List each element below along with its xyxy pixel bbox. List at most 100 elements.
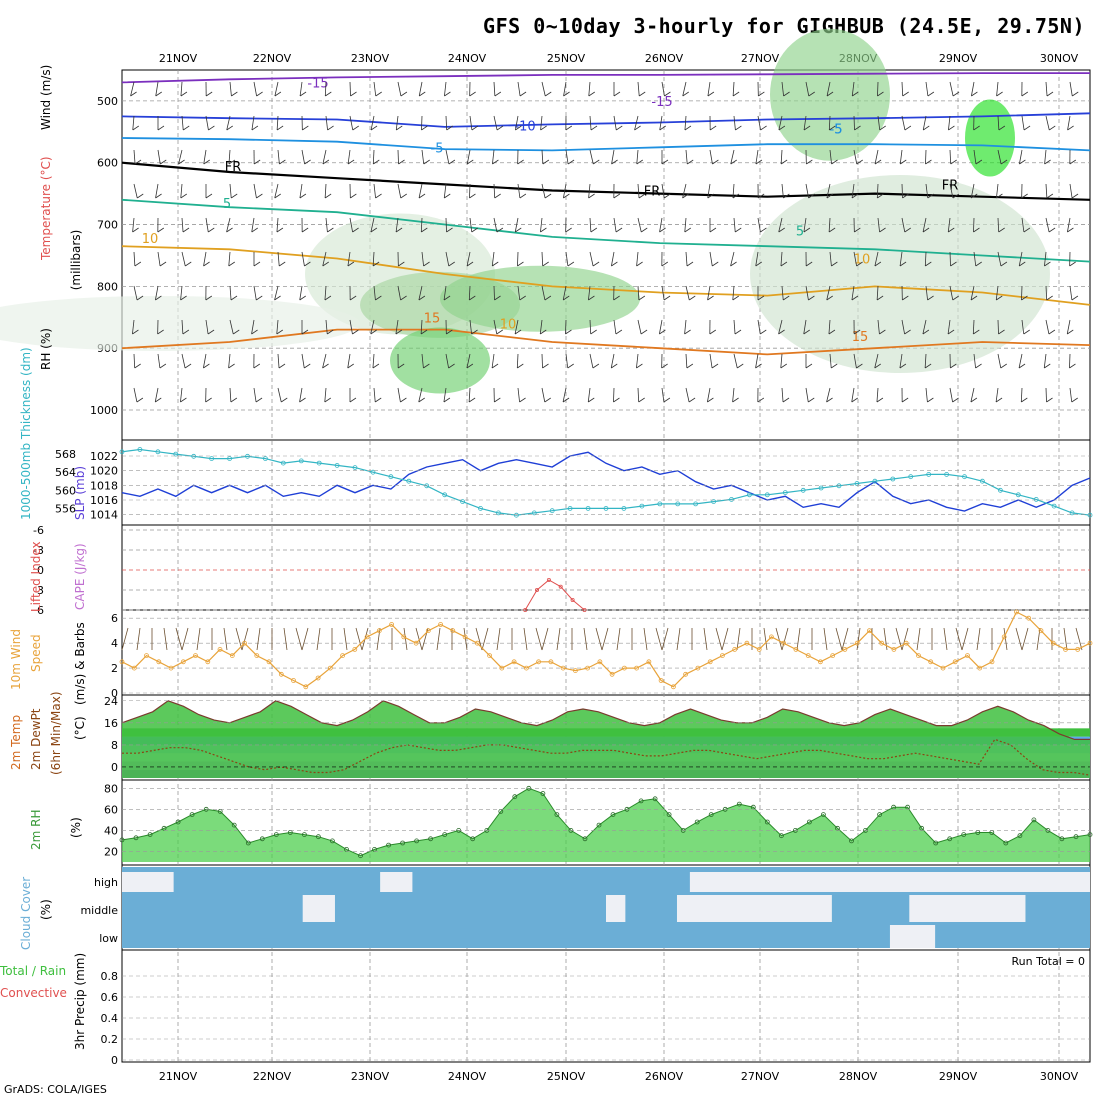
wind-barb (466, 251, 471, 267)
wind10-barb (736, 627, 741, 651)
wind10-barb (256, 627, 261, 651)
wind10-point (1038, 628, 1044, 634)
wind-barb-flag (182, 227, 190, 233)
wind-barb (876, 387, 879, 403)
wind-barb (372, 251, 375, 267)
wind10-point (266, 659, 272, 665)
rh2m-point (947, 836, 953, 842)
wind-barb (228, 353, 231, 369)
rh2m-point (329, 838, 335, 844)
x-tick-label-bottom: 28NOV (839, 1070, 878, 1083)
wind10-point (524, 665, 529, 671)
wind-barb (876, 285, 879, 301)
wind-barb-flag (874, 363, 881, 369)
wind-barb (659, 115, 663, 131)
rh2m-point (821, 812, 826, 817)
wind10-barb (655, 627, 663, 651)
wind-barb (973, 251, 977, 267)
wind-barb (276, 217, 279, 233)
x-tick-label-bottom: 26NOV (645, 1070, 684, 1083)
wind-barb-flag (831, 261, 838, 267)
wind-barb-flag (1069, 261, 1076, 267)
wind-barb (947, 217, 951, 233)
thickness-point (262, 456, 268, 462)
wind-barb-flag (322, 363, 329, 369)
wind-barb (541, 81, 546, 97)
wind-barb-flag (590, 329, 597, 335)
wind-barb (251, 217, 255, 233)
wind-barb (996, 81, 999, 97)
rh2m-point (582, 836, 588, 842)
wind10-barb (943, 627, 948, 651)
wind-barb (733, 217, 736, 233)
wind-barb-flag (922, 227, 930, 233)
wind-barb-flag (735, 125, 742, 131)
wind10-barb (541, 627, 549, 651)
wind-barb-flag (1067, 227, 1074, 233)
wind-barb-flag (996, 193, 1003, 199)
thickness-point (352, 465, 358, 471)
wind-barb-flag (370, 227, 378, 233)
wind10-point (756, 647, 762, 652)
wind-barb-flag (593, 159, 600, 165)
wind-barb-flag (540, 329, 547, 335)
wind-barb-flag (829, 125, 836, 131)
wind10-point (425, 628, 431, 634)
wind-barb (443, 183, 447, 199)
wind-barb-flag (492, 261, 499, 267)
wind-barb-flag (542, 261, 549, 267)
wind-barb (637, 387, 640, 403)
wind-barb-flag (136, 295, 144, 301)
wind-barb-flag (540, 125, 547, 131)
wind-barb-flag (1019, 261, 1026, 267)
isotherm-line (121, 161, 1091, 201)
wind10-point (634, 665, 639, 671)
wind-barb-flag (684, 227, 692, 233)
wind-barb-flag (1049, 125, 1056, 131)
wind-barb (803, 115, 807, 131)
wind-barb-flag (1046, 193, 1054, 199)
wind-barb (707, 387, 711, 403)
wind-barb (613, 387, 615, 403)
wind-barb (922, 217, 927, 233)
wind-barb-flag (851, 397, 858, 403)
wind-barb (659, 217, 663, 233)
wind-barb (755, 149, 759, 165)
rh2m-point (1059, 836, 1065, 842)
wind-barb (229, 285, 232, 301)
contour-label: FR (225, 160, 242, 175)
wind-barb (420, 217, 423, 233)
wind-barb-flag (686, 363, 694, 369)
rh2m-point (610, 812, 616, 817)
wind-barb (541, 353, 543, 369)
wind-barb (829, 251, 832, 267)
rh2m-tick-label: 60 (104, 803, 118, 816)
wind-barb-flag (370, 125, 378, 131)
wind-barb-flag (205, 91, 213, 97)
wind-barb-flag (1046, 397, 1053, 403)
wind-barb-flag (1044, 363, 1051, 369)
wind-barb-flag (299, 91, 307, 97)
wind-barb-flag (322, 159, 330, 165)
wind-barb-flag (514, 329, 522, 335)
wind-barb (1045, 319, 1050, 335)
wind-barb (372, 149, 375, 165)
thickness-tick-label: 556 (55, 502, 76, 515)
wind-barb-flag (808, 193, 815, 199)
wind-barb-flag (689, 295, 696, 301)
wind-barb (853, 353, 857, 369)
wind10-point (205, 659, 211, 665)
wind-barb-flag (517, 363, 524, 369)
wind-barb (778, 217, 783, 233)
wind-barb-flag (182, 125, 190, 131)
wind10-barb (583, 627, 588, 651)
wind-barb (611, 251, 615, 267)
wind-barb-flag (971, 193, 978, 199)
wind10-barb (481, 627, 489, 651)
wind-barb (781, 387, 784, 403)
wind-barb-flag (327, 227, 334, 233)
wind-barb-flag (805, 261, 813, 267)
wind-barb-flag (281, 397, 288, 403)
wind-barb-flag (253, 261, 261, 267)
wind-barb-flag (588, 193, 595, 199)
